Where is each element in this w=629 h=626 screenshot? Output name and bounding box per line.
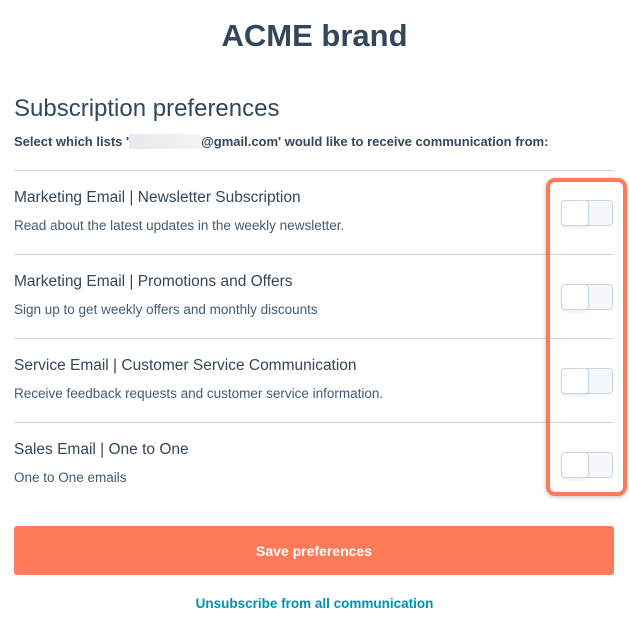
subscription-toggle[interactable] [561,284,613,310]
toggle-knob [561,200,589,226]
unsubscribe-all-link[interactable]: Unsubscribe from all communication [195,596,434,611]
subscription-toggle[interactable] [561,452,613,478]
subscription-name: Marketing Email | Newsletter Subscriptio… [14,189,301,206]
redacted-email [129,134,202,149]
subscription-description: Sign up to get weekly offers and monthly… [14,302,318,317]
subtitle: Select which lists ' @gmail.com' would li… [14,134,549,149]
subscription-description: One to One emails [14,470,127,485]
subscription-row: Sales Email | One to One One to One emai… [14,422,614,506]
subscription-name: Service Email | Customer Service Communi… [14,357,357,374]
subscription-row: Service Email | Customer Service Communi… [14,338,614,422]
subscription-row: Marketing Email | Newsletter Subscriptio… [14,170,614,254]
subscription-name: Sales Email | One to One [14,441,189,458]
toggle-knob [561,284,589,310]
page-title: Subscription preferences [14,95,280,122]
toggle-knob [561,452,589,478]
subscription-name: Marketing Email | Promotions and Offers [14,273,293,290]
save-preferences-button[interactable]: Save preferences [14,526,614,575]
brand-title: ACME brand [221,18,408,53]
subscription-description: Receive feedback requests and customer s… [14,386,384,401]
toggle-knob [561,368,589,394]
subscription-toggle[interactable] [561,200,613,226]
subscription-row: Marketing Email | Promotions and Offers … [14,254,614,338]
subscription-description: Read about the latest updates in the wee… [14,218,345,233]
toggles-highlight-box [546,178,627,496]
subscription-toggle[interactable] [561,368,613,394]
